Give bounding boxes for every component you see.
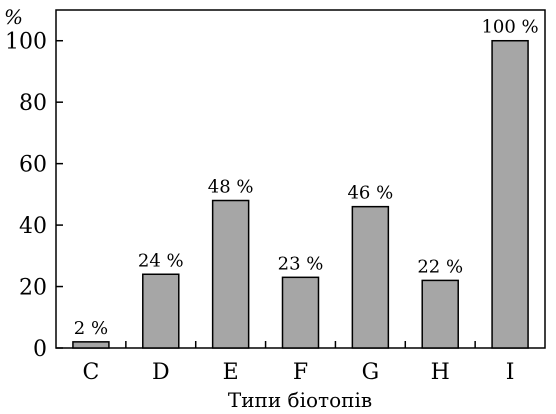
y-tick-label: 80 <box>19 91 47 116</box>
data-label-E: 48 % <box>208 177 254 198</box>
bar-I <box>491 39 529 349</box>
y-axis: 0 20 40 60 80 100 <box>5 30 63 362</box>
data-label-G: 46 % <box>347 183 393 204</box>
y-tick-label: 20 <box>19 276 47 301</box>
bar-H <box>421 279 459 349</box>
x-tick-label-I: I <box>506 360 515 385</box>
data-label-H: 22 % <box>417 256 463 277</box>
y-tick-label: 0 <box>33 337 47 362</box>
data-label-C: 2 % <box>74 318 108 339</box>
data-label-I: 100 % <box>481 17 538 38</box>
bar-F <box>281 276 320 349</box>
x-tick-label-D: D <box>152 360 170 385</box>
bar-E <box>211 199 250 349</box>
data-label-F: 23 % <box>278 253 324 274</box>
bars-group: 2 % 24 % 48 % 23 % 46 % 22 % 100 % <box>72 17 539 349</box>
x-tick-label-F: F <box>293 360 308 385</box>
x-tick-label-E: E <box>223 360 239 385</box>
x-tick-label-C: C <box>83 360 100 385</box>
bar-D <box>142 273 180 349</box>
bar-C <box>72 341 110 349</box>
y-tick-label: 40 <box>19 214 47 239</box>
data-label-D: 24 % <box>138 250 184 271</box>
x-axis-title: Типи біотопів <box>228 388 372 412</box>
y-tick-label: 60 <box>19 153 47 178</box>
x-tick-label-G: G <box>362 360 380 385</box>
bar-G <box>351 205 390 349</box>
x-axis: C D E F G H I <box>83 341 515 385</box>
x-tick-label-H: H <box>431 360 450 385</box>
y-axis-unit-label: % <box>4 5 23 29</box>
y-tick-label: 100 <box>5 30 47 55</box>
